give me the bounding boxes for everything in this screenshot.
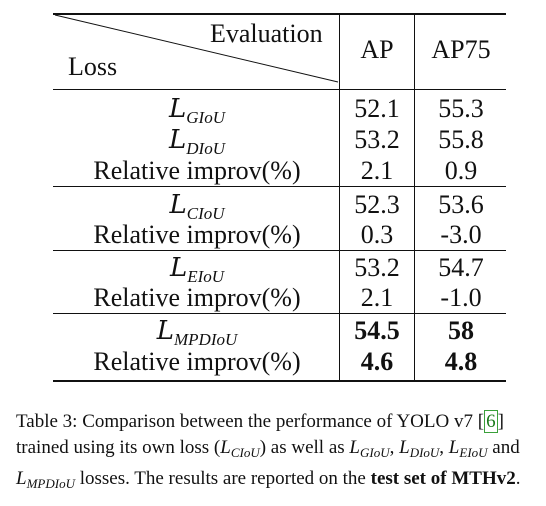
cell-ap75-best: 58 — [448, 316, 474, 345]
bottom-rule — [53, 380, 506, 382]
cell-ap-best: 4.6 — [360, 347, 394, 376]
top-rule — [53, 13, 506, 15]
caption-text: ) as well as — [259, 437, 350, 458]
group-rule-2 — [53, 250, 506, 251]
cell-ap: 53.2 — [354, 125, 400, 154]
caption-math-eiou: LEIoU — [448, 437, 488, 460]
cell-ap75: -3.0 — [440, 220, 482, 249]
cell-ap-best: 54.5 — [354, 316, 400, 345]
caption-math-giou: LGIoU — [349, 437, 390, 460]
row-label-relative-improv: Relative improv(%) — [93, 156, 301, 185]
cell-ap: 52.3 — [354, 190, 400, 219]
row-label-diou: LDIoU — [169, 125, 225, 158]
row-label-relative-improv: Relative improv(%) — [93, 283, 301, 312]
group-rule-1 — [53, 186, 506, 187]
cell-ap: 2.1 — [360, 156, 394, 185]
caption-text: . — [515, 468, 521, 489]
cell-ap75: 55.3 — [438, 94, 484, 123]
citation-link[interactable]: 6 — [484, 410, 498, 433]
caption-math-mpdiou: LMPDIoU — [16, 468, 75, 491]
vertical-rule-right — [414, 13, 415, 380]
caption-bold-dataset: test set of MTHv2 — [370, 468, 516, 489]
cell-ap: 53.2 — [354, 253, 400, 282]
row-label-ciou: LCIoU — [169, 190, 225, 223]
header-ap75: AP75 — [431, 35, 491, 64]
group-rule-3 — [53, 313, 506, 314]
cell-ap: 0.3 — [360, 220, 394, 249]
caption-text: Table 3: Comparison between the performa… — [16, 411, 473, 432]
cell-ap75: 0.9 — [444, 156, 478, 185]
vertical-rule-left — [339, 13, 340, 380]
table-caption: Table 3: Comparison between the performa… — [16, 410, 521, 491]
row-label-giou: LGIoU — [169, 94, 225, 127]
cell-ap75: 54.7 — [438, 253, 484, 282]
row-label-relative-improv: Relative improv(%) — [93, 220, 301, 249]
cell-ap75-best: 4.8 — [444, 347, 478, 376]
caption-text: and — [487, 437, 520, 458]
cell-ap75: 53.6 — [438, 190, 484, 219]
caption-math-diou: LDIoU — [399, 437, 440, 460]
row-label-eiou: LEIoU — [169, 253, 225, 286]
caption-math-ciou: LCIoU — [220, 437, 260, 460]
cell-ap: 52.1 — [354, 94, 400, 123]
header-loss: Loss — [68, 52, 118, 81]
row-label-relative-improv: Relative improv(%) — [93, 347, 301, 376]
caption-text: trained using its own loss ( — [16, 437, 221, 458]
header-ap: AP — [360, 35, 394, 64]
caption-text: losses. The results are reported on the — [74, 468, 371, 489]
cell-ap75: 55.8 — [438, 125, 484, 154]
cell-ap: 2.1 — [360, 283, 394, 312]
header-evaluation: Evaluation — [210, 19, 323, 48]
row-label-mpdiou: LMPDIoU — [156, 316, 238, 349]
cell-ap75: -1.0 — [440, 283, 482, 312]
header-rule — [53, 89, 506, 90]
